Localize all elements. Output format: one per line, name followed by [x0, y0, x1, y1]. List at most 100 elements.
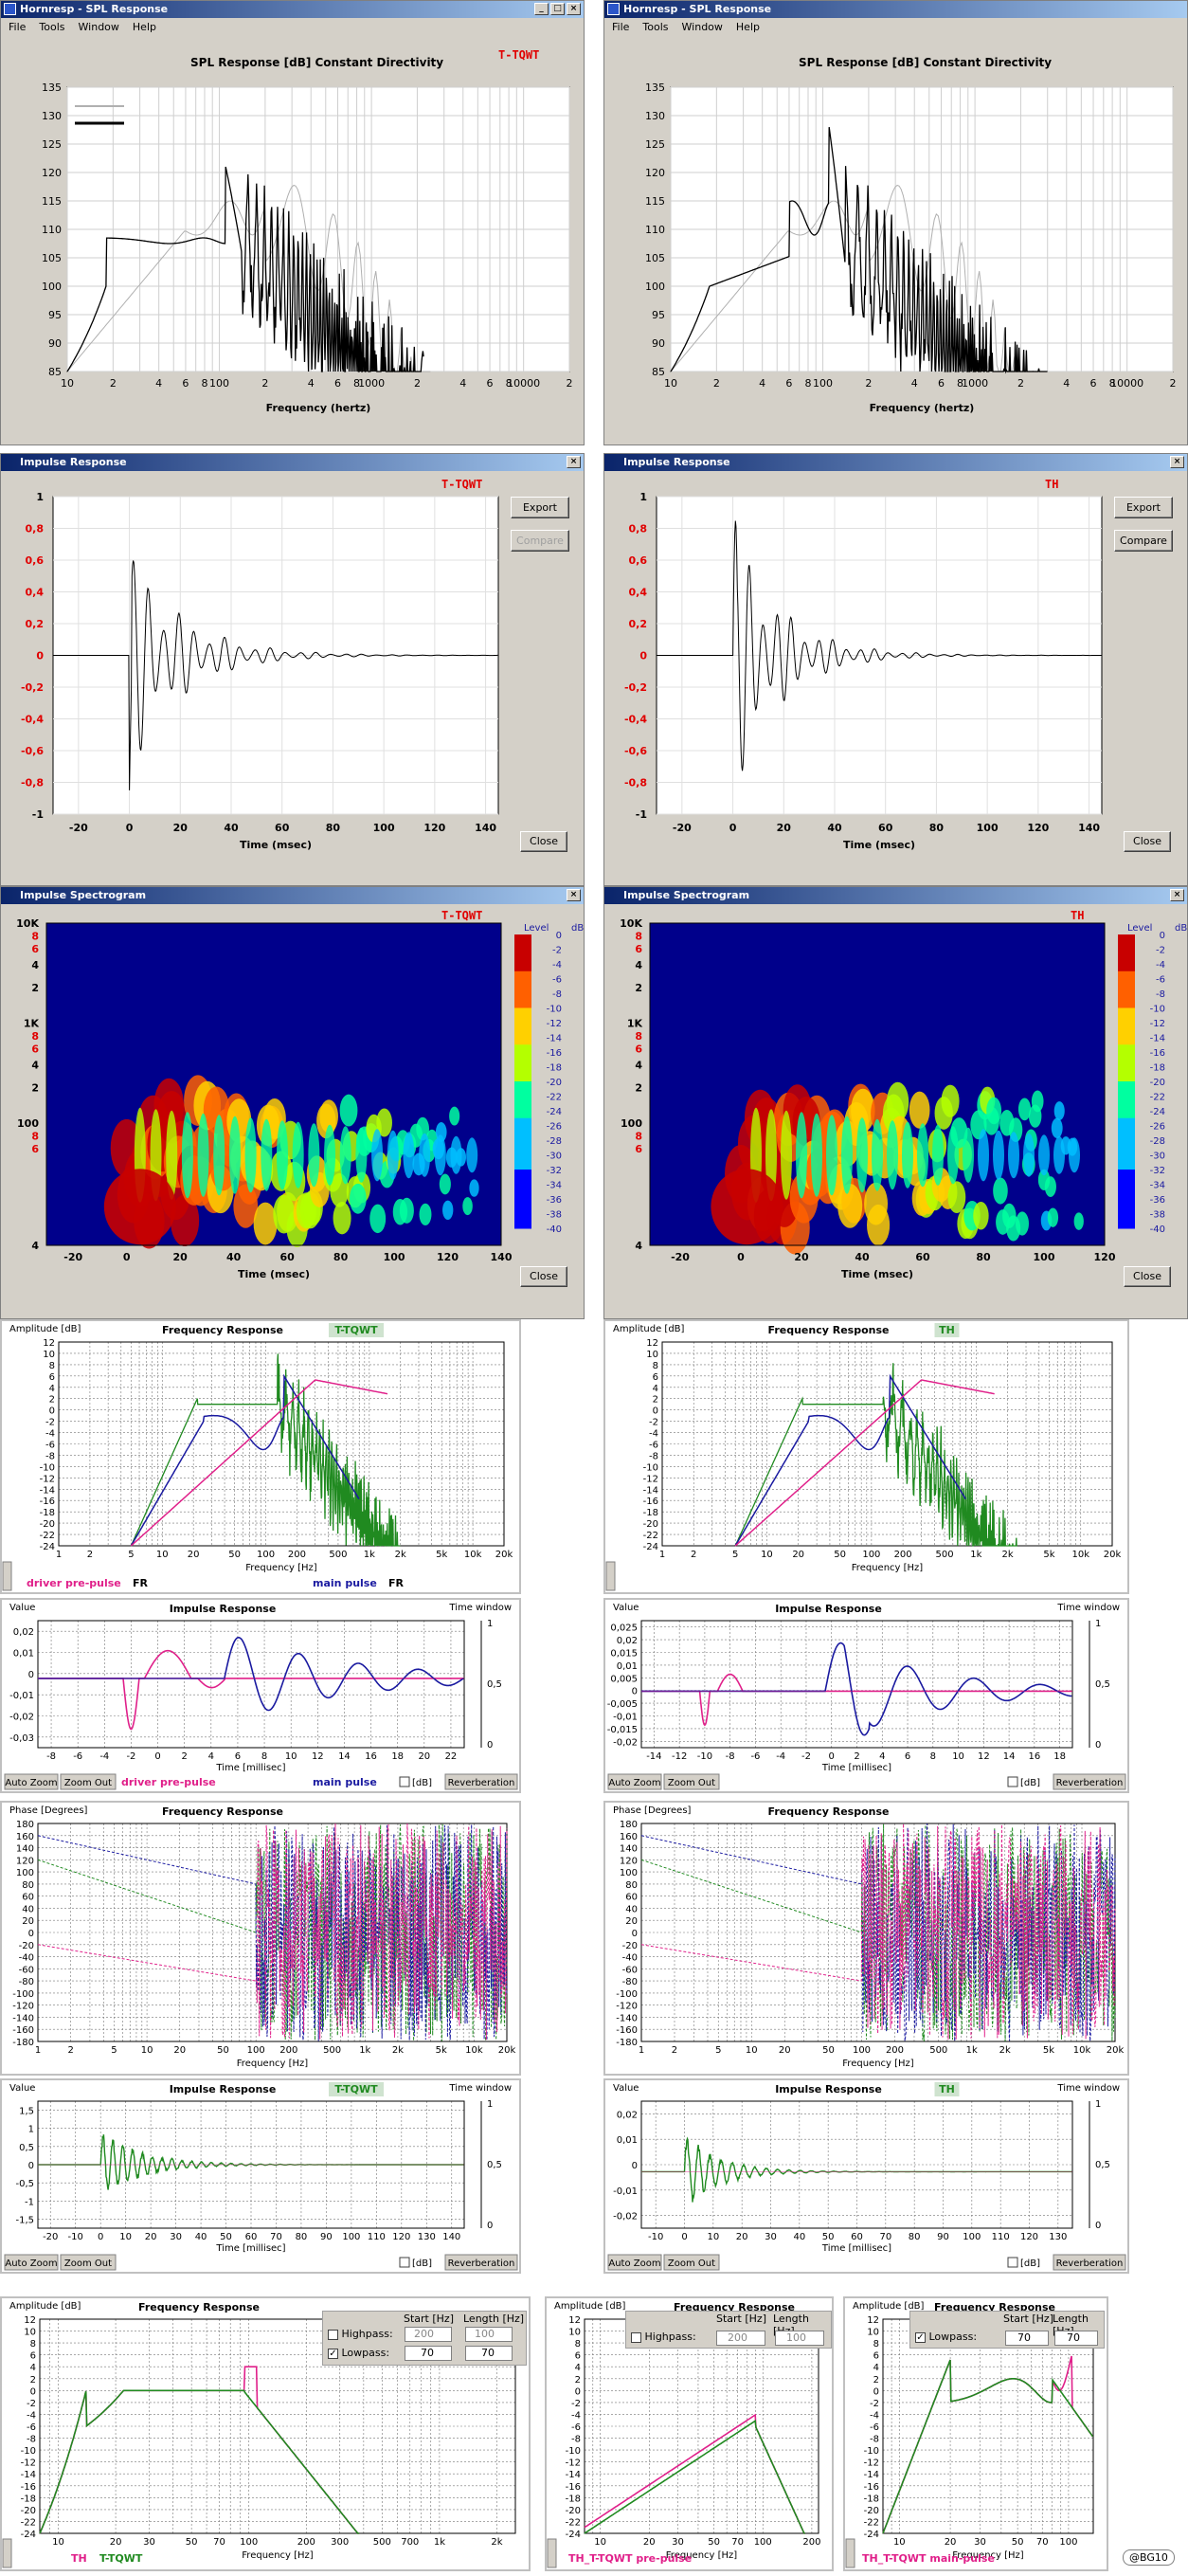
legend-pink: TH — [71, 2552, 87, 2565]
x-tick-label: 5k — [436, 1550, 447, 1560]
x-tick-label: 10000 — [1110, 377, 1143, 390]
x-tick-label: 0 — [98, 2232, 103, 2242]
colorbar-cell — [1118, 978, 1135, 987]
x-tick-label: 50 — [822, 2232, 835, 2242]
x-tick-label: 200 — [297, 2537, 315, 2548]
export-button[interactable]: Export — [1114, 497, 1173, 518]
close-button[interactable]: × — [567, 889, 581, 901]
menu-window[interactable]: Window — [681, 21, 723, 33]
plot-frame — [640, 2100, 1073, 2229]
highpass-checkbox[interactable] — [631, 2331, 641, 2343]
menu-help[interactable]: Help — [132, 21, 156, 33]
close-button[interactable]: × — [567, 3, 581, 15]
x-tick-label: 10 — [664, 377, 677, 390]
x-tick-label: 10 — [285, 1751, 297, 1762]
highpass-start-spinner[interactable]: 200 — [405, 2327, 452, 2342]
legend-blue: main pulse — [313, 1577, 377, 1589]
minimize-button[interactable]: _ — [534, 3, 549, 15]
maximize-button[interactable]: □ — [550, 3, 565, 15]
colorbar-cell — [1118, 1140, 1135, 1149]
x-tick-label: 12 — [978, 1751, 990, 1762]
heat-streak — [1008, 1132, 1019, 1179]
lowpass-start-spinner[interactable]: 70 — [405, 2346, 452, 2361]
y-tick-label: -2 — [649, 1418, 658, 1428]
colorbar-label: -8 — [552, 989, 562, 1000]
menu-help[interactable]: Help — [735, 21, 760, 33]
zoom-out-button — [663, 2254, 720, 2271]
x-axis-label: Time [millisec] — [821, 2243, 891, 2254]
y-tick-label: 0,01 — [617, 1661, 638, 1672]
x-tick-label: 90 — [937, 2232, 949, 2242]
colorbar-label: 0 — [1160, 931, 1165, 941]
panel-frame — [603, 1319, 1129, 1594]
tag-badge — [934, 2082, 960, 2096]
y-tick-label: 4 — [635, 959, 642, 971]
zoom-out-label: Zoom Out — [668, 2259, 715, 2269]
menu-tools[interactable]: Tools — [39, 21, 65, 33]
x-tick-label: 5k — [1043, 1550, 1054, 1560]
colorbar-cell — [1118, 1081, 1135, 1090]
x-tick-label: 2k — [1001, 1550, 1013, 1560]
plot-frame — [39, 2318, 516, 2534]
colorbar-cell — [1118, 1184, 1135, 1192]
y-tick-label: -10 — [566, 2446, 581, 2457]
y-tick-label: -24 — [864, 2530, 879, 2540]
reverberation-label: Reverberation — [1056, 2259, 1124, 2269]
highpass-length-spinner[interactable]: 100 — [775, 2331, 824, 2346]
heat-blob — [253, 1202, 278, 1245]
menu-tools[interactable]: Tools — [642, 21, 669, 33]
compare-button[interactable]: Compare — [1114, 530, 1173, 552]
series-green — [130, 1353, 401, 1547]
x-axis-label: Frequency [Hz] — [242, 2550, 314, 2561]
close-button[interactable]: Close — [1124, 1266, 1171, 1287]
menu-window[interactable]: Window — [78, 21, 119, 33]
highpass-checkbox[interactable] — [328, 2329, 338, 2340]
close-button[interactable]: × — [567, 456, 581, 468]
x-tick-label: 10k — [464, 1550, 482, 1560]
x-tick-label: 100 — [342, 2232, 360, 2242]
x-tick-label: 10 — [707, 2232, 719, 2242]
x-tick-label: 120 — [423, 822, 445, 834]
x-tick-label: 6 — [182, 377, 189, 390]
close-button[interactable]: Close — [520, 1266, 567, 1287]
y-tick-label: -2 — [870, 2399, 879, 2409]
heat-blob — [1031, 1090, 1044, 1113]
lowpass-row: ✓ Lowpass: — [328, 2347, 389, 2359]
x-axis-label: Frequency (hertz) — [266, 402, 371, 414]
x-tick-label: 50 — [228, 1550, 241, 1560]
x-tick-label: 2 — [414, 377, 421, 390]
y-tick-label: -8 — [649, 1451, 658, 1461]
lowpass-checkbox[interactable]: ✓ — [915, 2331, 926, 2343]
close-button[interactable]: × — [1170, 456, 1184, 468]
plot-tag: TH — [1071, 909, 1085, 922]
x-tick-label: -8 — [46, 1751, 56, 1762]
close-button[interactable]: Close — [520, 831, 567, 852]
fr-panel-right: Amplitude [dB] Frequency Response TH121086… — [603, 1319, 1129, 1594]
highpass-length-spinner[interactable]: 100 — [465, 2327, 513, 2342]
colorbar-cell — [514, 993, 531, 1002]
lowpass-checkbox[interactable]: ✓ — [328, 2348, 338, 2359]
colorbar-label: -36 — [547, 1195, 562, 1206]
y-axis-title: Value — [613, 1603, 639, 1613]
y-tick-label: 6 — [31, 1143, 39, 1155]
compare-button[interactable]: Compare — [511, 530, 569, 552]
legend-blue-suffix: FR — [388, 1577, 405, 1589]
x-tick-label: -6 — [73, 1751, 82, 1762]
x-tick-label: 6 — [938, 377, 945, 390]
close-button[interactable]: × — [1170, 889, 1184, 901]
plot-tag: T-TQWT — [441, 909, 483, 922]
y-tick-label: 125 — [42, 138, 62, 151]
menu-file[interactable]: File — [9, 21, 27, 33]
lowpass-length-spinner[interactable]: 70 — [465, 2346, 513, 2361]
highpass-start-spinner[interactable]: 200 — [716, 2331, 765, 2346]
menu-file[interactable]: File — [612, 21, 630, 33]
lowpass-start-spinner[interactable]: 70 — [1005, 2331, 1049, 2346]
x-tick-label: 2 — [67, 2045, 73, 2056]
export-button[interactable]: Export — [511, 497, 569, 518]
x-tick-label: 0 — [154, 1751, 160, 1762]
close-button[interactable]: Close — [1124, 831, 1171, 852]
y-tick-label: 0,025 — [610, 1624, 638, 1634]
colorbar-cell — [514, 934, 531, 943]
lowpass-length-spinner[interactable]: 70 — [1054, 2331, 1098, 2346]
